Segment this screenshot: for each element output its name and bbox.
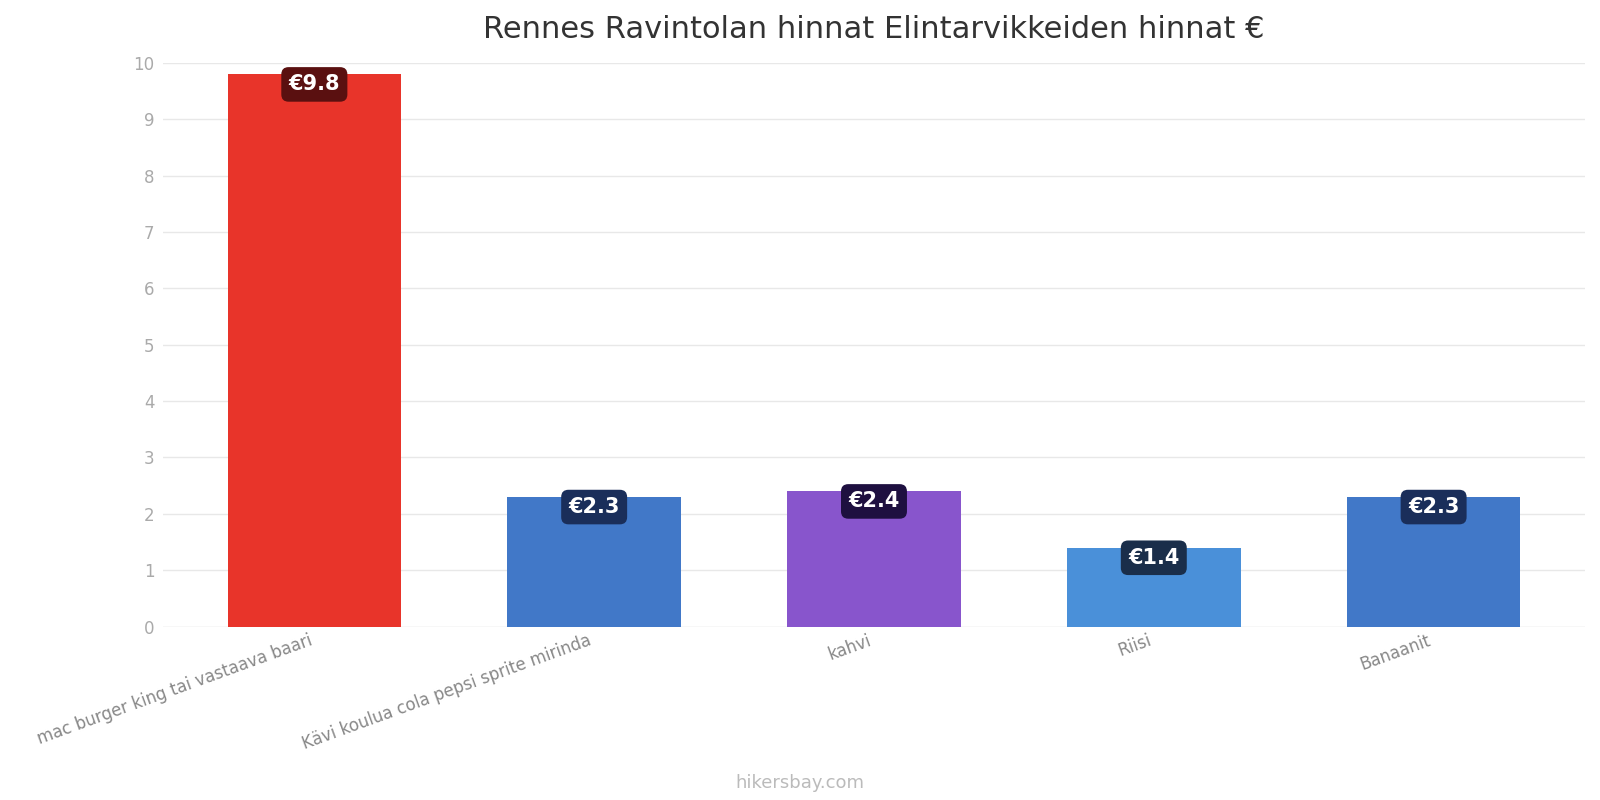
Text: €2.3: €2.3 bbox=[568, 497, 619, 517]
Bar bbox=[507, 497, 682, 626]
Bar bbox=[1347, 497, 1520, 626]
Bar bbox=[227, 74, 402, 626]
Text: €1.4: €1.4 bbox=[1128, 548, 1179, 568]
Text: €2.3: €2.3 bbox=[1408, 497, 1459, 517]
Text: €9.8: €9.8 bbox=[288, 74, 341, 94]
Text: hikersbay.com: hikersbay.com bbox=[736, 774, 864, 792]
Text: €2.4: €2.4 bbox=[848, 491, 899, 511]
Bar bbox=[787, 491, 960, 626]
Bar bbox=[1067, 548, 1240, 626]
Title: Rennes Ravintolan hinnat Elintarvikkeiden hinnat €: Rennes Ravintolan hinnat Elintarvikkeide… bbox=[483, 15, 1264, 44]
